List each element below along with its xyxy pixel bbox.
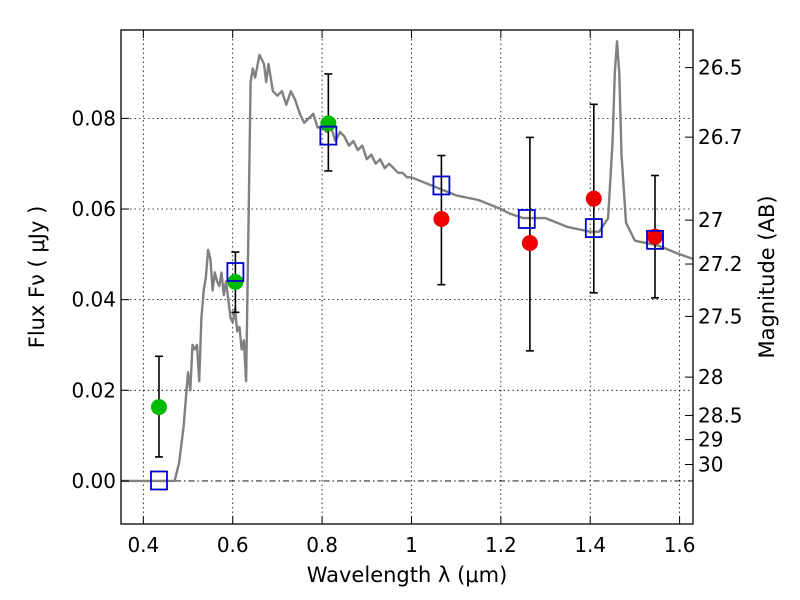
model-photometry-square xyxy=(226,262,245,282)
x-tick-label: 0.6 xyxy=(217,533,249,557)
magnitude-tick-label: 27.2 xyxy=(698,252,743,276)
model-photometry-square xyxy=(584,218,603,238)
x-tick-label: 1.4 xyxy=(574,533,606,557)
x-tick-label: 1.6 xyxy=(664,533,696,557)
data-point xyxy=(647,228,664,245)
y-tick-label: 0.06 xyxy=(71,197,116,221)
magnitude-tick-label: 30 xyxy=(698,452,723,476)
x-tick-label: 0.8 xyxy=(306,533,338,557)
y-axis-label: Flux Fν ( μJy ) xyxy=(25,206,49,349)
model-photometry-square xyxy=(150,470,168,491)
magnitude-tick-label: 29 xyxy=(698,428,723,452)
magnitude-tick-label: 27 xyxy=(698,208,723,232)
magnitude-tick-label: 28 xyxy=(698,365,723,389)
right-axis-label: Magnitude (AB) xyxy=(755,195,779,358)
x-tick-label: 1 xyxy=(405,533,418,557)
tick-layer xyxy=(121,30,693,524)
magnitude-tick-label: 26.7 xyxy=(698,125,743,149)
data-point xyxy=(150,399,167,416)
marker-layer xyxy=(150,115,664,491)
model-spectrum-layer xyxy=(121,40,694,483)
magnitude-tick-label: 28.5 xyxy=(698,403,743,427)
plot-frame xyxy=(120,29,694,525)
magnitude-tick-label: 26.5 xyxy=(698,56,743,80)
model-photometry-square xyxy=(319,125,338,146)
error-bar-layer xyxy=(154,73,660,458)
y-tick-label: 0.00 xyxy=(71,469,116,493)
data-point xyxy=(227,273,244,290)
model-photometry-square xyxy=(646,229,664,250)
y-tick-label: 0.08 xyxy=(71,106,116,130)
model-photometry-square xyxy=(432,175,451,196)
y-tick-label: 0.02 xyxy=(71,378,116,402)
model-photometry-square xyxy=(517,209,536,229)
model-spectrum-line xyxy=(121,40,694,483)
y-tick-label: 0.04 xyxy=(71,288,116,312)
data-point xyxy=(585,190,602,207)
tick-label-layer: 0.4 0.6 0.8 1 1.2 1.4 1.6 0.00 0.02 0.04 0.06 0.08 2… xyxy=(71,56,742,557)
x-tick-label: 0.4 xyxy=(127,533,159,557)
data-point xyxy=(521,235,538,252)
x-tick-label: 1.2 xyxy=(485,533,517,557)
data-point xyxy=(320,115,337,132)
data-point xyxy=(433,210,450,227)
x-axis-label: Wavelength λ (μm) xyxy=(307,563,508,587)
magnitude-tick-label: 27.5 xyxy=(698,304,743,328)
